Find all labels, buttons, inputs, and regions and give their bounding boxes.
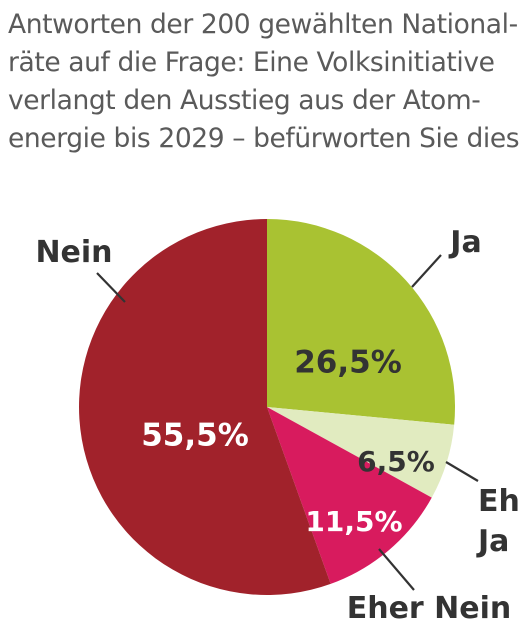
chart-title: Antworten der 200 gewählten National- rä… — [8, 6, 520, 158]
leader-line-ja — [411, 254, 442, 288]
pie-slice-nein — [79, 219, 331, 596]
value-label-eher-ja: 6,5% — [357, 445, 435, 478]
title-line: energie bis 2029 – befürworten Sie dies? — [8, 123, 520, 154]
leader-line-eher-ja — [445, 461, 479, 482]
pie-slice-ja — [267, 219, 456, 425]
pie-slices — [79, 219, 456, 596]
title-line: räte auf die Frage: Eine Volksinitiative — [8, 47, 495, 78]
pie-slice-eher-nein — [267, 407, 432, 584]
value-labels: 26,5% 6,5% 11,5% 55,5% — [141, 345, 435, 539]
category-label-eher-ja: Eher Ja — [476, 484, 520, 559]
category-label-eher-nein: Eher Nein — [347, 591, 512, 626]
category-label-line: Ja — [476, 524, 509, 559]
pie-slice-eher-ja — [267, 407, 455, 498]
category-label-line: Nein — [35, 235, 112, 270]
category-label-ja: Ja — [448, 225, 481, 260]
category-label-nein: Nein — [35, 235, 112, 270]
value-label-eher-nein: 11,5% — [305, 505, 402, 538]
leader-line-nein — [96, 272, 126, 303]
category-label-line: Ja — [448, 225, 481, 260]
category-label-line: Eher Nein — [347, 591, 512, 626]
category-labels: Ja Eher Ja Eher Nein Nein — [35, 225, 520, 626]
category-label-line: Eher — [478, 484, 520, 519]
title-line: verlangt den Ausstieg aus der Atom- — [8, 85, 481, 116]
title-line: Antworten der 200 gewählten National- — [8, 9, 518, 40]
value-label-nein: 55,5% — [141, 418, 249, 454]
leader-lines — [96, 254, 479, 591]
leader-line-eher-nein — [378, 548, 415, 591]
value-label-ja: 26,5% — [294, 345, 402, 381]
